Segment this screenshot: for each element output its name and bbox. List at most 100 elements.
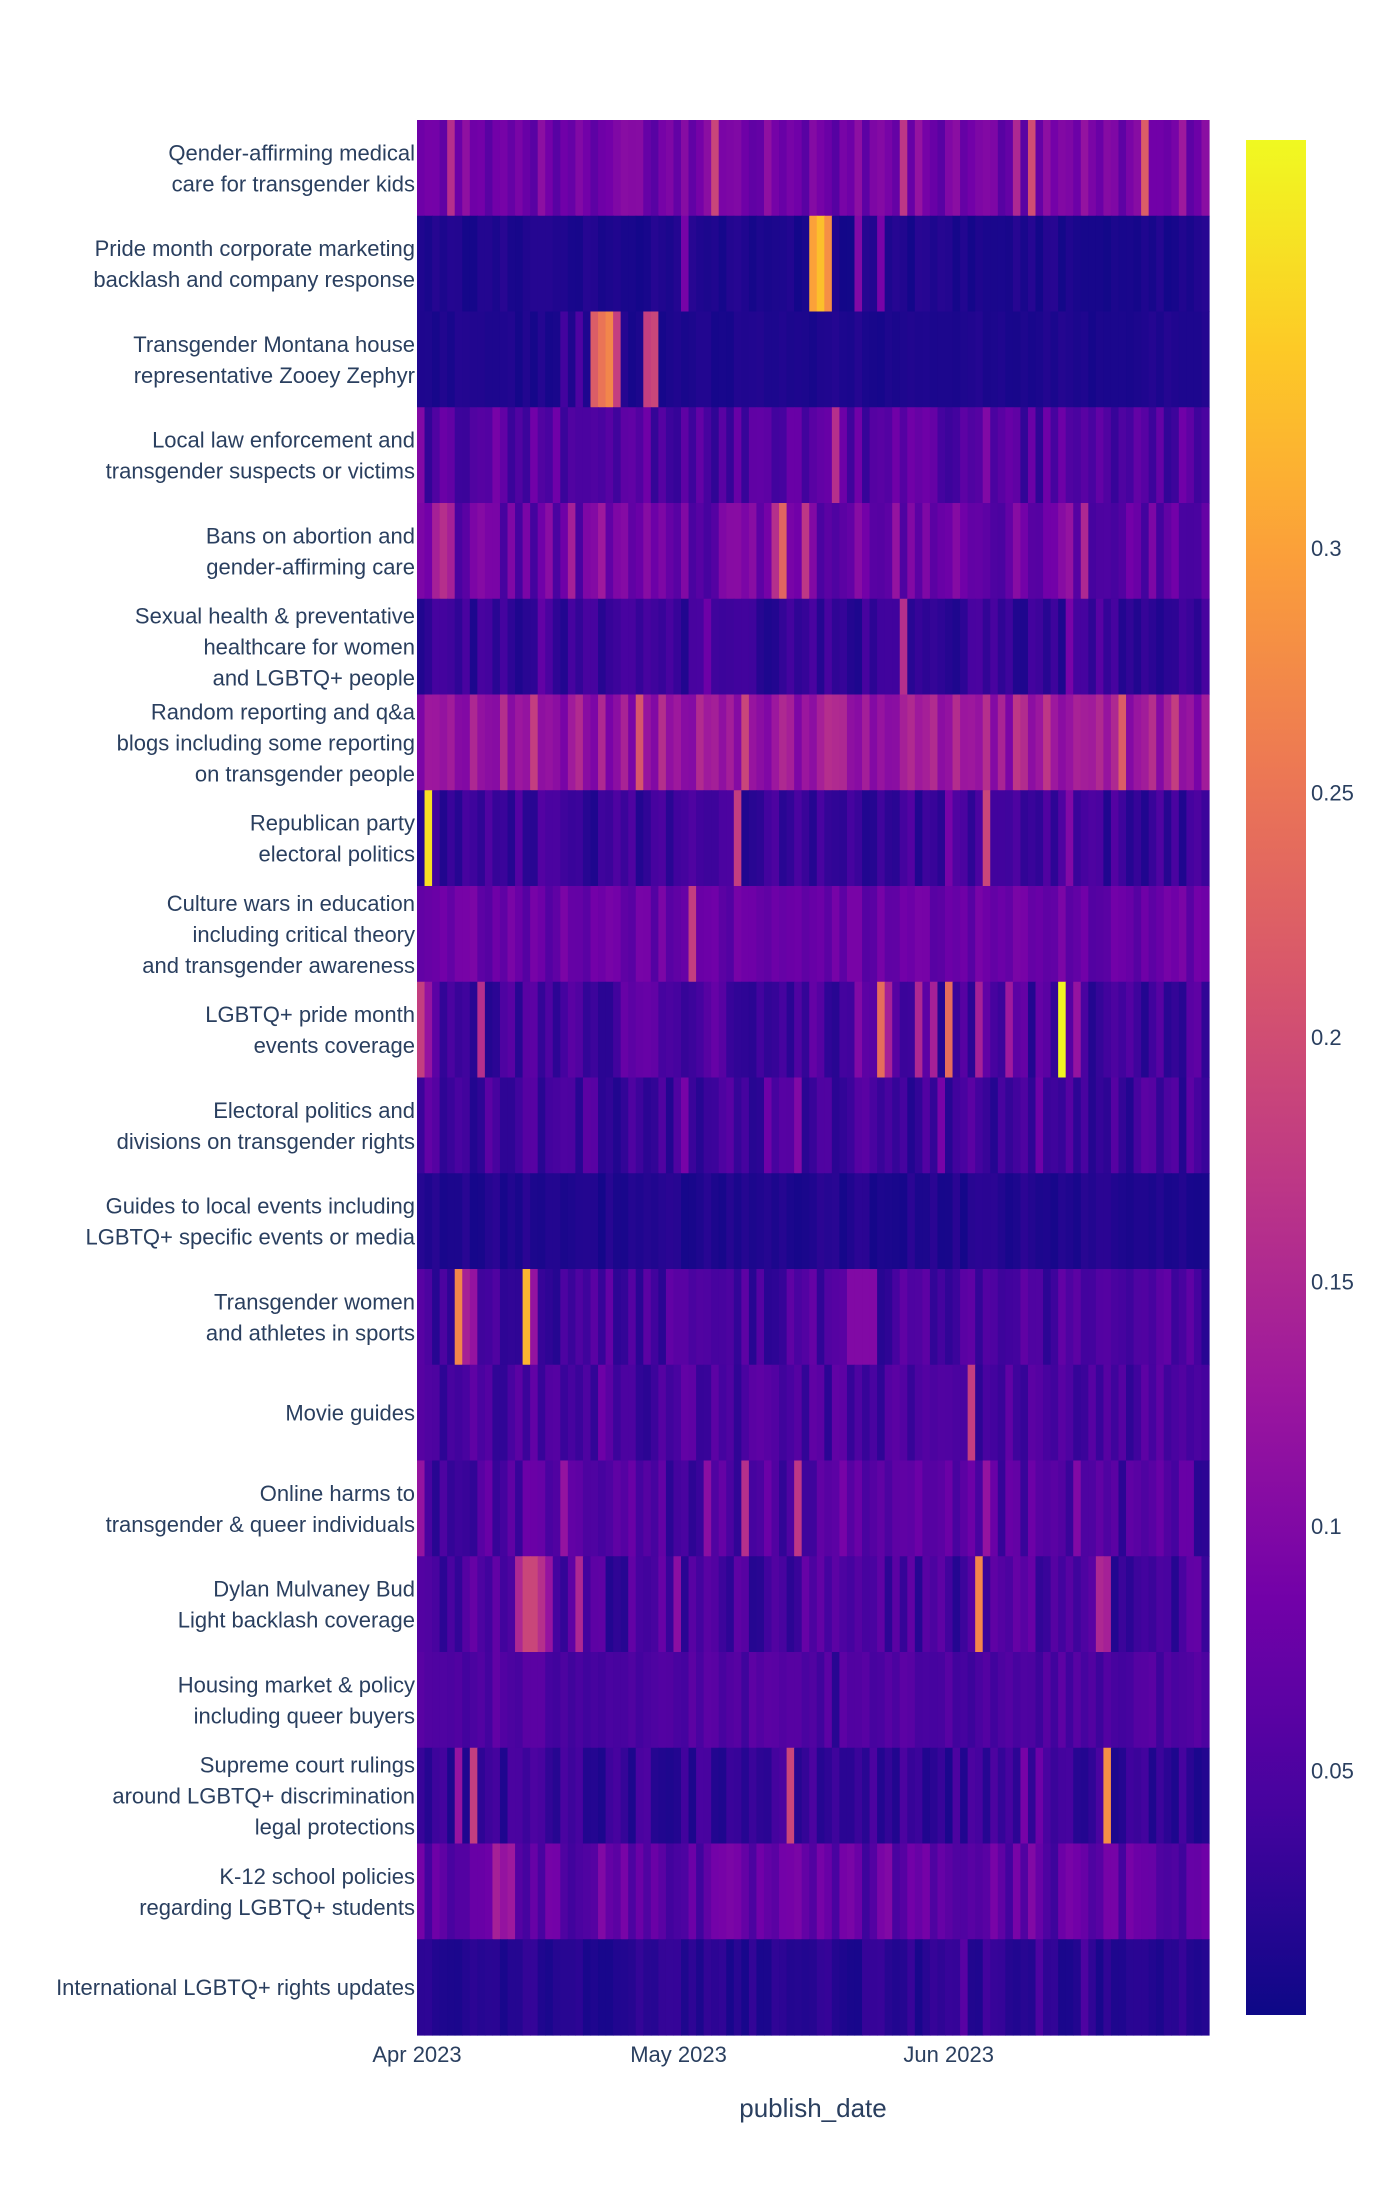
heatmap-cell <box>635 120 644 217</box>
heatmap-cell <box>530 1652 539 1749</box>
heatmap-cell <box>552 1939 561 2036</box>
heatmap-cell <box>1133 694 1142 791</box>
heatmap-cell <box>929 598 939 696</box>
heatmap-cell <box>424 1364 433 1462</box>
heatmap-cell <box>567 1173 576 1270</box>
heatmap-cell <box>1163 886 1172 983</box>
heatmap-cell <box>492 598 501 696</box>
heatmap-cell <box>771 311 780 408</box>
heatmap-cell <box>816 1173 825 1270</box>
heatmap-cell <box>846 503 856 600</box>
heatmap-cell <box>605 981 614 1079</box>
heatmap-cell <box>590 120 599 217</box>
heatmap-cell <box>990 598 999 696</box>
heatmap-cell <box>1050 598 1059 696</box>
heatmap-cell <box>620 1460 629 1557</box>
heatmap-cell <box>530 694 539 791</box>
heatmap-cell <box>560 407 569 504</box>
heatmap-cell <box>756 1556 765 1653</box>
heatmap-cell <box>748 1747 758 1845</box>
heatmap-cell <box>1080 1843 1089 1940</box>
heatmap-cell <box>582 1843 592 1940</box>
heatmap-cell <box>748 1269 758 1366</box>
heatmap-cell <box>507 1939 516 2036</box>
heatmap-cell <box>522 1460 531 1557</box>
heatmap-cell <box>1005 120 1014 217</box>
heatmap-cell <box>515 1173 524 1270</box>
heatmap-cell <box>673 1077 682 1174</box>
heatmap-cell <box>824 503 833 600</box>
heatmap-cell <box>779 1939 788 2036</box>
heatmap-cell <box>1163 120 1172 217</box>
heatmap-cell <box>492 1747 501 1845</box>
heatmap-cell <box>1035 1747 1044 1845</box>
heatmap-cell <box>982 1843 991 1940</box>
heatmap-cell <box>688 1747 697 1845</box>
heatmap-cell <box>877 1460 886 1557</box>
heatmap-cell <box>681 1652 690 1749</box>
heatmap-cell <box>605 1843 614 1940</box>
heatmap-cell <box>643 886 652 983</box>
heatmap-cell <box>1027 694 1037 791</box>
heatmap-cell <box>545 407 554 504</box>
heatmap-cell <box>1126 1939 1135 2036</box>
heatmap-cell <box>914 1364 923 1462</box>
heatmap-cell <box>1110 598 1120 696</box>
heatmap-cell <box>929 215 939 313</box>
heatmap-cell <box>990 215 999 313</box>
heatmap-cell <box>1020 311 1029 408</box>
heatmap-cell <box>650 1364 659 1462</box>
heatmap-cell <box>816 120 825 217</box>
heatmap-cell <box>763 790 773 887</box>
heatmap-cell <box>447 981 456 1079</box>
heatmap-cell <box>1058 694 1067 791</box>
heatmap-cell <box>824 407 833 504</box>
heatmap-cell <box>967 886 976 983</box>
heatmap-cell <box>1163 1556 1172 1653</box>
heatmap-cell <box>892 1460 901 1557</box>
heatmap-cell <box>567 1747 576 1845</box>
heatmap-cell <box>839 1173 848 1270</box>
heatmap-cell <box>432 1460 441 1557</box>
heatmap-cell <box>779 1077 788 1174</box>
heatmap-cell <box>816 1077 825 1174</box>
heatmap-cell <box>560 1939 569 2036</box>
heatmap-cell <box>613 981 622 1079</box>
heatmap-cell <box>763 694 773 791</box>
heatmap-cell <box>1141 1652 1150 1749</box>
heatmap-cell <box>447 1747 456 1845</box>
heatmap-cell <box>801 311 810 408</box>
heatmap-cell <box>1095 1364 1104 1462</box>
heatmap-cell <box>892 1173 901 1270</box>
heatmap-cell <box>899 311 908 408</box>
heatmap-cell <box>567 1652 576 1749</box>
heatmap-cell <box>567 120 576 217</box>
heatmap-cell <box>1020 215 1029 313</box>
heatmap-cell <box>1043 1747 1052 1845</box>
heatmap-cell <box>522 790 531 887</box>
heatmap-cell <box>914 1939 923 2036</box>
heatmap-cell <box>613 215 622 313</box>
heatmap-cell <box>628 1269 637 1366</box>
heatmap-cell <box>975 1460 984 1557</box>
heatmap-cell <box>809 790 818 887</box>
heatmap-cell <box>1141 1556 1150 1653</box>
heatmap-cell <box>1156 1939 1165 2036</box>
heatmap-cell <box>590 1077 599 1174</box>
heatmap-cell <box>786 1460 795 1557</box>
heatmap-cell <box>771 1269 780 1366</box>
heatmap-cell <box>711 790 720 887</box>
heatmap-cell <box>824 1939 833 2036</box>
heatmap-cell <box>1012 1460 1022 1557</box>
heatmap-cell <box>1118 790 1127 887</box>
heatmap-cell <box>507 1747 516 1845</box>
heatmap-cell <box>846 311 856 408</box>
heatmap-cell <box>665 407 675 504</box>
heatmap-cell <box>960 215 969 313</box>
heatmap-cell <box>590 886 599 983</box>
heatmap-cell <box>1027 215 1037 313</box>
heatmap-cell <box>424 1747 433 1845</box>
heatmap-cell <box>439 215 448 313</box>
heatmap-cell <box>454 886 463 983</box>
heatmap-cell <box>522 1173 531 1270</box>
